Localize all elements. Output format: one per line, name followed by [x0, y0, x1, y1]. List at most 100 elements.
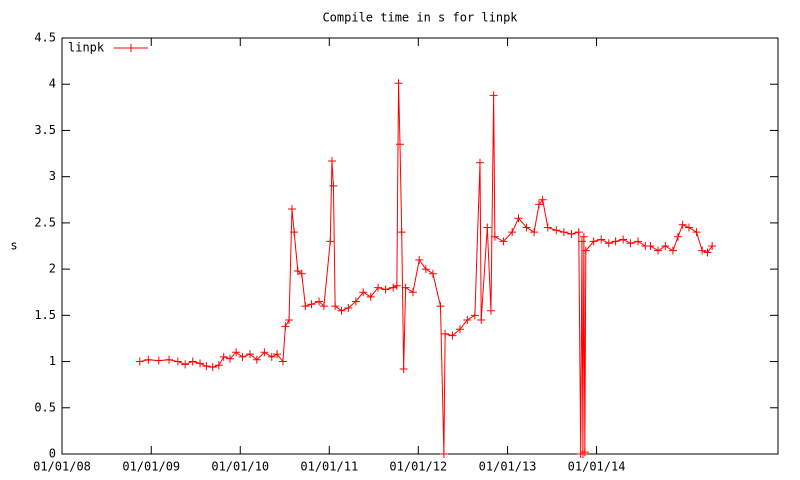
- point-marker: [597, 235, 606, 244]
- point-marker: [708, 242, 717, 250]
- point-marker: [455, 325, 464, 334]
- point-marker: [567, 229, 576, 238]
- point-marker: [329, 181, 338, 190]
- point-marker: [646, 242, 655, 250]
- point-marker: [381, 285, 390, 294]
- x-tick-label: 01/01/12: [389, 460, 447, 474]
- x-tick-label: 01/01/11: [300, 460, 358, 474]
- point-marker: [508, 228, 517, 237]
- point-marker: [135, 357, 144, 366]
- point-marker: [351, 297, 360, 306]
- y-tick-label: 0.5: [34, 400, 56, 414]
- point-marker: [246, 350, 255, 359]
- point-marker: [486, 306, 495, 315]
- point-marker: [226, 354, 235, 363]
- legend-marker: [127, 44, 135, 52]
- x-tick-label: 01/01/08: [33, 460, 91, 474]
- point-marker: [401, 283, 410, 292]
- point-marker: [634, 237, 643, 246]
- point-marker: [626, 239, 635, 248]
- point-marker: [202, 362, 211, 371]
- point-marker: [290, 228, 299, 237]
- point-marker: [698, 246, 707, 255]
- point-marker: [692, 228, 701, 237]
- point-marker: [181, 360, 190, 369]
- point-marker: [522, 223, 531, 232]
- point-marker: [674, 232, 683, 241]
- point-marker: [475, 158, 484, 167]
- y-tick-label: 3: [49, 169, 56, 183]
- y-tick-label: 1: [49, 354, 56, 368]
- point-marker: [490, 232, 499, 241]
- point-marker: [514, 214, 523, 223]
- point-marker: [165, 355, 174, 364]
- point-marker: [581, 246, 590, 255]
- point-marker: [477, 315, 486, 324]
- point-marker: [144, 355, 153, 364]
- point-marker: [703, 248, 712, 257]
- point-marker: [285, 315, 294, 324]
- point-marker: [297, 269, 306, 278]
- point-marker: [281, 322, 290, 331]
- point-marker: [273, 350, 282, 359]
- point-marker: [173, 357, 182, 366]
- plot-border: [61, 37, 779, 455]
- point-marker: [441, 329, 450, 338]
- point-marker: [326, 237, 335, 246]
- point-marker: [408, 288, 417, 297]
- point-marker: [392, 281, 401, 290]
- point-marker: [208, 363, 217, 372]
- point-marker: [611, 237, 620, 246]
- point-marker: [344, 303, 353, 312]
- point-marker: [252, 355, 261, 364]
- point-marker: [396, 140, 405, 149]
- point-marker: [604, 239, 613, 248]
- point-marker: [301, 302, 310, 311]
- x-tick-label: 01/01/10: [211, 460, 269, 474]
- point-marker: [577, 237, 586, 246]
- point-marker: [188, 357, 197, 366]
- point-marker: [589, 237, 598, 246]
- point-marker: [366, 292, 375, 301]
- point-marker: [307, 300, 316, 309]
- point-marker: [499, 237, 508, 246]
- legend-label: linpk: [68, 41, 105, 55]
- point-marker: [463, 315, 472, 324]
- point-marker: [359, 288, 368, 297]
- point-marker: [538, 195, 547, 204]
- point-marker: [232, 348, 241, 357]
- point-marker: [535, 200, 544, 209]
- point-marker: [238, 352, 247, 361]
- point-marker: [489, 91, 498, 100]
- point-marker: [436, 302, 445, 311]
- point-marker: [315, 297, 324, 306]
- point-marker: [319, 302, 328, 311]
- x-tick-label: 01/01/14: [568, 460, 626, 474]
- point-marker: [579, 232, 588, 241]
- point-marker: [654, 246, 663, 255]
- point-marker: [267, 352, 276, 361]
- point-marker: [397, 228, 406, 237]
- point-marker: [214, 361, 223, 370]
- x-tick-label: 01/01/09: [122, 460, 180, 474]
- y-tick-label: 4: [49, 77, 56, 91]
- point-marker: [421, 265, 430, 274]
- y-axis-label: s: [10, 239, 17, 253]
- point-marker: [661, 242, 670, 250]
- point-marker: [574, 228, 583, 237]
- point-marker: [389, 283, 398, 292]
- point-marker: [394, 79, 403, 88]
- point-marker: [559, 228, 568, 237]
- point-marker: [668, 246, 677, 255]
- point-marker: [219, 352, 228, 361]
- point-marker: [415, 255, 424, 264]
- point-marker: [337, 306, 346, 315]
- point-marker: [439, 450, 448, 458]
- y-tick-label: 2.5: [34, 215, 56, 229]
- point-marker: [448, 331, 457, 340]
- point-marker: [331, 302, 340, 311]
- chart-title: Compile time in s for linpk: [322, 11, 518, 25]
- point-marker: [287, 205, 296, 214]
